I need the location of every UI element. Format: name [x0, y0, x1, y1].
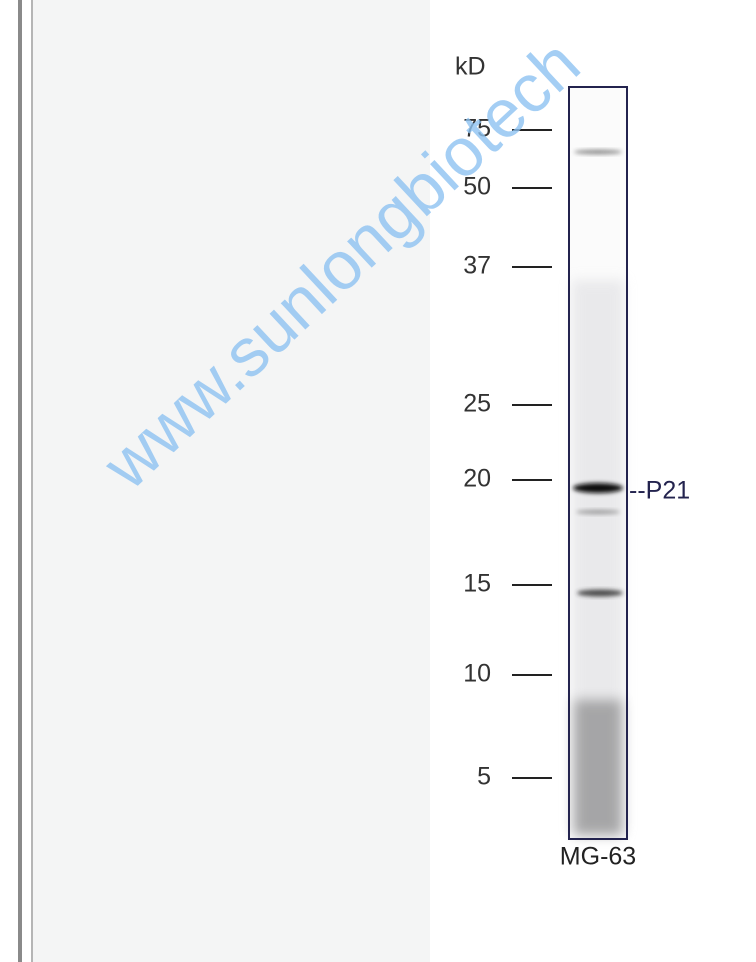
left-border-inner [31, 0, 33, 962]
marker-label: 5 [477, 763, 491, 791]
unit-label: kD [455, 53, 486, 81]
left-panel [33, 0, 430, 962]
left-border [18, 0, 22, 962]
marker-label: 37 [463, 252, 491, 280]
band [577, 590, 623, 597]
marker-label: 15 [463, 570, 491, 598]
marker-label: 10 [463, 660, 491, 688]
screenshot: kD 755037252015105 --P21 MG-63 www.sunlo… [0, 0, 756, 962]
lane-label: MG-63 [560, 843, 636, 871]
marker-label: 25 [463, 390, 491, 418]
lane-smear-bottom [574, 700, 622, 835]
lane [569, 87, 627, 839]
band [573, 483, 623, 493]
band-label: --P21 [629, 477, 690, 505]
marker-label: 20 [463, 465, 491, 493]
band [576, 510, 620, 515]
band [574, 150, 622, 155]
